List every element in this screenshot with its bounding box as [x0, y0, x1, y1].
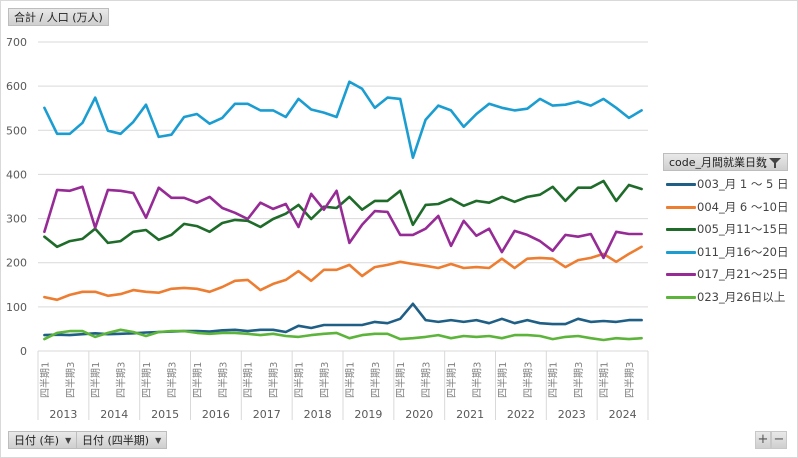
y-tick-label: 200 [6, 257, 27, 270]
y-tick-label: 600 [6, 80, 27, 93]
quarter-label: 四半期1 [598, 362, 611, 398]
legend-item: 005_月11～15日 [666, 221, 788, 237]
year-label: 2015 [151, 408, 179, 421]
year-field-button[interactable]: 日付 (年) ▼ [8, 431, 78, 449]
quarter-label: 四半期1 [89, 362, 102, 398]
year-label: 2014 [100, 408, 128, 421]
legend-item: 004_月 6 ～10日 [666, 199, 788, 215]
y-tick-label: 100 [6, 301, 27, 314]
value-field-button[interactable]: 合計 / 人口 (万人) [8, 8, 109, 26]
year-label: 2021 [456, 408, 484, 421]
legend-swatch [666, 183, 696, 186]
quarter-label: 四半期3 [572, 362, 585, 398]
quarter-label: 四半期3 [318, 362, 331, 398]
legend-label: 017_月21～25日 [697, 267, 789, 281]
quarter-label: 四半期3 [623, 362, 636, 398]
quarter-label: 四半期1 [38, 362, 51, 398]
series-line-005 [43, 179, 643, 249]
expand-field-button[interactable]: + [755, 431, 771, 449]
series-line-023 [43, 328, 643, 342]
legend-field-button[interactable]: code_月間就業日数 [663, 153, 788, 171]
quarter-label: 四半期1 [343, 362, 356, 398]
quarter-label: 四半期1 [191, 362, 204, 398]
y-tick-label: 400 [6, 168, 27, 181]
quarter-label: 四半期3 [267, 362, 280, 398]
quarter-label: 四半期1 [445, 362, 458, 398]
gridlines [38, 41, 648, 308]
y-tick-label: 500 [6, 124, 27, 137]
dropdown-arrow-icon: ▼ [65, 436, 72, 445]
legend-swatch [666, 228, 696, 231]
quarter-label: 四半期3 [420, 362, 433, 398]
quarter-label: 四半期3 [216, 362, 229, 398]
year-label: 2017 [253, 408, 281, 421]
legend-label: 023_月26日以上 [697, 289, 786, 304]
quarter-label: 四半期1 [547, 362, 560, 398]
y-tick-label: 300 [6, 213, 27, 226]
quarter-label: 四半期3 [115, 362, 128, 398]
quarter-label: 四半期3 [165, 362, 178, 398]
quarter-field-button[interactable]: 日付 (四半期) ▼ [76, 431, 168, 449]
year-label: 2016 [202, 408, 230, 421]
quarter-field-label: 日付 (四半期) [82, 434, 150, 447]
legend-swatch [666, 205, 696, 209]
filter-icon[interactable] [764, 157, 782, 175]
year-label: 2024 [609, 408, 637, 421]
quarter-label: 四半期1 [242, 362, 255, 398]
quarter-label: 四半期1 [496, 362, 509, 398]
legend-title: code_月間就業日数 [669, 156, 768, 169]
quarter-label: 四半期3 [64, 362, 77, 398]
legend-swatch [666, 273, 696, 276]
dropdown-arrow-icon: ▼ [155, 436, 162, 445]
year-label: 2013 [49, 408, 77, 421]
series-line-004 [43, 245, 643, 302]
y-axis-ticks: 0 100 200 300 400 500 600 700 [6, 36, 27, 358]
y-tick-label: 0 [20, 345, 27, 358]
x-axis: 2013 四半期1 四半期3 2014 四半期1 四半期3 2015 四半期1 四半期3 2016… [37, 350, 649, 421]
series-lines [43, 80, 643, 342]
collapse-field-button[interactable]: − [771, 431, 787, 449]
year-label: 2018 [304, 408, 332, 421]
legend-label: 003_月 1 ～ 5 日 [697, 177, 789, 191]
y-tick-label: 700 [6, 36, 27, 49]
legend-item: 003_月 1 ～ 5 日 [666, 176, 788, 192]
year-field-label: 日付 (年) [14, 434, 60, 447]
series-line-011 [43, 80, 643, 159]
legend-swatch [666, 250, 696, 254]
quarter-label: 四半期3 [369, 362, 382, 398]
series-line-003 [43, 302, 643, 337]
legend-label: 005_月11～15日 [697, 222, 789, 236]
quarter-label: 四半期1 [140, 362, 153, 398]
value-field-label: 合計 / 人口 (万人) [14, 11, 103, 24]
quarter-label: 四半期3 [470, 362, 483, 398]
legend-item: 023_月26日以上 [666, 289, 785, 305]
series-line-017 [43, 185, 643, 260]
year-label: 2019 [354, 408, 382, 421]
legend-item: 017_月21～25日 [666, 266, 788, 282]
legend-swatch [666, 295, 696, 299]
year-label: 2023 [558, 408, 586, 421]
legend-label: 011_月16～20日 [697, 244, 789, 259]
quarter-label: 四半期1 [394, 362, 407, 398]
legend-label: 004_月 6 ～10日 [697, 199, 789, 214]
legend-item: 011_月16～20日 [666, 244, 788, 260]
quarter-label: 四半期3 [521, 362, 534, 398]
quarter-label: 四半期1 [293, 362, 306, 398]
year-label: 2022 [507, 408, 535, 421]
year-label: 2020 [405, 408, 433, 421]
